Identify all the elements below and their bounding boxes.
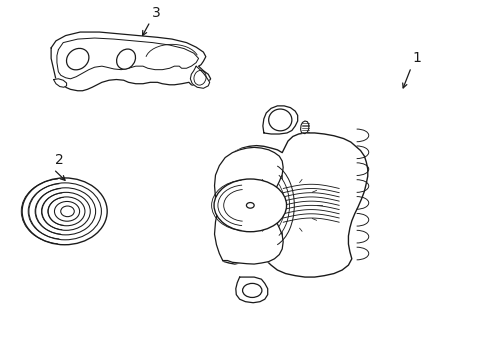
Polygon shape [300,121,308,134]
Polygon shape [214,147,283,264]
Circle shape [214,179,286,232]
Polygon shape [190,66,209,88]
Ellipse shape [66,48,89,70]
Text: 2: 2 [55,153,63,167]
Ellipse shape [268,109,291,131]
Polygon shape [235,277,267,303]
Polygon shape [51,32,210,91]
Polygon shape [263,106,297,134]
Circle shape [246,203,254,208]
Polygon shape [53,79,66,87]
Text: 3: 3 [151,6,160,20]
Text: 1: 1 [412,51,421,66]
Circle shape [242,283,262,297]
Polygon shape [220,133,367,277]
Ellipse shape [116,49,135,69]
